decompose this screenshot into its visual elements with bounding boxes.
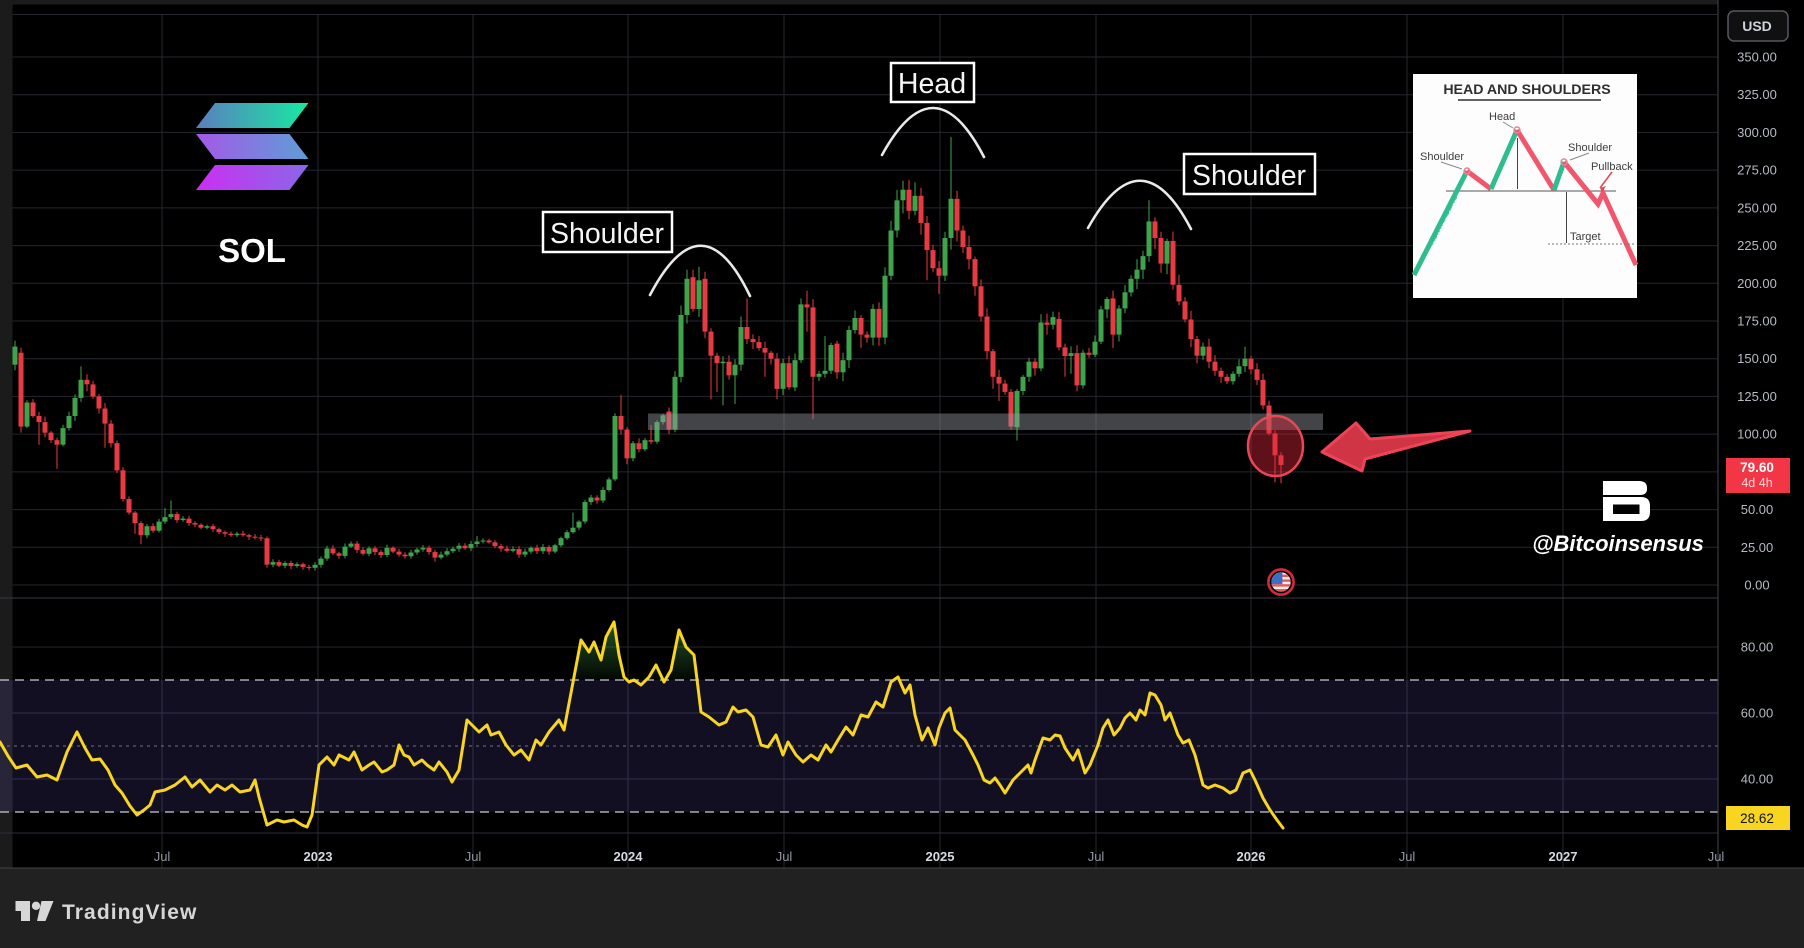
- svg-text:Shoulder: Shoulder: [1420, 151, 1464, 163]
- svg-text:SOL: SOL: [218, 232, 286, 269]
- svg-text:40.00: 40.00: [1741, 772, 1774, 787]
- svg-text:Target: Target: [1570, 231, 1601, 243]
- svg-text:125.00: 125.00: [1737, 389, 1777, 404]
- svg-text:@Bitcoinsensus: @Bitcoinsensus: [1532, 531, 1704, 556]
- svg-text:50.00: 50.00: [1741, 502, 1774, 517]
- svg-text:Jul: Jul: [1088, 849, 1105, 864]
- svg-text:2025: 2025: [926, 849, 955, 864]
- svg-text:Jul: Jul: [1399, 849, 1416, 864]
- svg-text:HEAD AND SHOULDERS: HEAD AND SHOULDERS: [1443, 82, 1610, 98]
- svg-text:250.00: 250.00: [1737, 200, 1777, 215]
- svg-text:2023: 2023: [304, 849, 333, 864]
- svg-text:28.62: 28.62: [1740, 811, 1774, 826]
- svg-text:Jul: Jul: [465, 849, 482, 864]
- svg-text:Jul: Jul: [1708, 849, 1725, 864]
- svg-text:2026: 2026: [1237, 849, 1266, 864]
- svg-text:Jul: Jul: [776, 849, 793, 864]
- svg-text:60.00: 60.00: [1741, 706, 1774, 721]
- svg-text:325.00: 325.00: [1737, 87, 1777, 102]
- svg-text:80.00: 80.00: [1741, 640, 1774, 655]
- svg-text:150.00: 150.00: [1737, 351, 1777, 366]
- svg-text:300.00: 300.00: [1737, 125, 1777, 140]
- svg-text:350.00: 350.00: [1737, 50, 1777, 65]
- svg-text:Head: Head: [1489, 111, 1515, 123]
- svg-text:TradingView: TradingView: [62, 901, 197, 924]
- svg-text:Pullback: Pullback: [1591, 161, 1633, 173]
- svg-text:225.00: 225.00: [1737, 238, 1777, 253]
- svg-text:100.00: 100.00: [1737, 427, 1777, 442]
- svg-text:USD: USD: [1742, 18, 1772, 34]
- svg-text:Shoulder: Shoulder: [550, 218, 665, 250]
- svg-text:200.00: 200.00: [1737, 276, 1777, 291]
- svg-text:25.00: 25.00: [1741, 540, 1774, 555]
- svg-text:79.60: 79.60: [1740, 460, 1774, 475]
- svg-text:2024: 2024: [614, 849, 644, 864]
- svg-text:4d 4h: 4d 4h: [1741, 476, 1772, 490]
- svg-text:Jul: Jul: [154, 849, 171, 864]
- svg-text:2027: 2027: [1549, 849, 1578, 864]
- svg-text:Shoulder: Shoulder: [1192, 160, 1307, 192]
- svg-text:0.00: 0.00: [1744, 578, 1769, 593]
- svg-text:175.00: 175.00: [1737, 314, 1777, 329]
- svg-text:Head: Head: [898, 68, 966, 100]
- svg-text:275.00: 275.00: [1737, 163, 1777, 178]
- svg-text:Shoulder: Shoulder: [1568, 142, 1612, 154]
